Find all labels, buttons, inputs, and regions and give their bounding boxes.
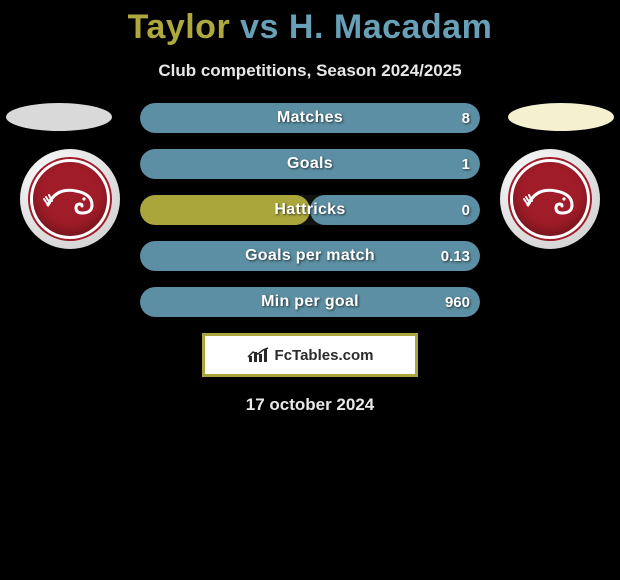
- morecambe-shrimp-icon: [30, 159, 110, 239]
- comparison-arena: 8Matches 1Goals 0Hattricks 0.13Goals per ma…: [0, 103, 620, 415]
- player1-name: Taylor: [128, 8, 231, 46]
- snapshot-date: 17 october 2024: [0, 395, 620, 415]
- stat-label: Hattricks: [140, 195, 480, 225]
- stat-row: 0Hattricks: [140, 195, 480, 225]
- player2-name: H. Macadam: [289, 8, 492, 46]
- subtitle: Club competitions, Season 2024/2025: [0, 61, 620, 81]
- stat-label: Goals per match: [140, 241, 480, 271]
- bar-chart-icon: [247, 346, 269, 364]
- player1-club-badge: [20, 149, 120, 249]
- comparison-title: Taylor vs H. Macadam: [0, 0, 620, 47]
- stat-row: 8Matches: [140, 103, 480, 133]
- morecambe-shrimp-icon: [510, 159, 590, 239]
- player2-shadow-ellipse: [508, 103, 614, 131]
- stat-label: Matches: [140, 103, 480, 133]
- stat-row: 0.13Goals per match: [140, 241, 480, 271]
- stat-label: Goals: [140, 149, 480, 179]
- player2-club-badge: [500, 149, 600, 249]
- fctables-logo-text: FcTables.com: [275, 347, 374, 364]
- stat-rows: 8Matches 1Goals 0Hattricks 0.13Goals per ma…: [140, 103, 480, 317]
- stat-row: 960Min per goal: [140, 287, 480, 317]
- vs-separator: vs: [240, 8, 279, 46]
- stat-label: Min per goal: [140, 287, 480, 317]
- stat-row: 1Goals: [140, 149, 480, 179]
- fctables-logo: FcTables.com: [202, 333, 418, 377]
- player1-shadow-ellipse: [6, 103, 112, 131]
